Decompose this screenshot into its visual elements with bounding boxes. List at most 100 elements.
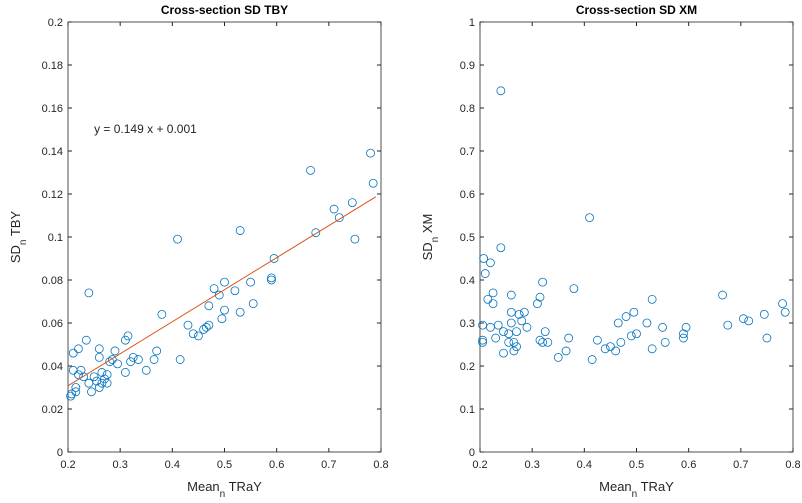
point (587, 355, 597, 364)
x-tick-label: 0.6 (681, 459, 696, 471)
y-tick-label: 0.8 (460, 103, 475, 115)
point (780, 307, 790, 317)
point (201, 322, 211, 332)
point (642, 318, 652, 328)
point (79, 372, 89, 382)
point (84, 288, 94, 298)
y-tick-label: 0.16 (42, 103, 63, 115)
point (486, 322, 495, 332)
point (329, 204, 339, 214)
point (220, 277, 229, 287)
label-main: Mean (187, 479, 220, 494)
point (204, 320, 214, 330)
fit-line (67, 196, 377, 387)
point (647, 294, 657, 304)
x-axis-label: Meann TRaY (187, 479, 262, 500)
point (514, 309, 524, 319)
point (74, 370, 83, 380)
point (611, 346, 621, 356)
point (585, 213, 594, 223)
point (506, 307, 516, 317)
point (517, 316, 527, 326)
y-axis-label: SDn TBY (8, 211, 29, 264)
point (157, 309, 167, 319)
label-sub: n (632, 489, 638, 500)
point (67, 389, 77, 399)
point (110, 346, 120, 356)
point (183, 320, 193, 330)
point (311, 228, 321, 238)
point (762, 333, 772, 343)
y-tick-label: 0.12 (42, 189, 63, 201)
y-tick-label: 1 (469, 17, 475, 29)
point (152, 346, 162, 356)
point (480, 269, 490, 278)
point (506, 318, 516, 328)
point (660, 337, 670, 347)
point (600, 344, 610, 354)
point (71, 387, 81, 397)
point (120, 368, 130, 377)
point (76, 365, 86, 375)
y-tick-label: 0.3 (460, 318, 475, 330)
x-tick-label: 0.8 (785, 459, 800, 471)
point (538, 277, 547, 287)
point (488, 288, 498, 298)
chart-title: Cross-section SD TBY (161, 3, 288, 17)
point (626, 331, 636, 341)
point (496, 86, 506, 96)
point (504, 329, 514, 339)
point (658, 322, 667, 332)
point (491, 333, 501, 343)
label-main: SD (8, 245, 23, 263)
point (107, 355, 117, 364)
point (173, 234, 182, 244)
point (334, 213, 344, 223)
point (141, 365, 151, 375)
point (499, 327, 508, 337)
x-tick-label: 0.2 (60, 459, 75, 471)
point (561, 346, 571, 356)
point (66, 391, 76, 401)
point (217, 314, 227, 324)
point (538, 337, 547, 347)
point (479, 254, 489, 263)
point (512, 327, 521, 337)
point (739, 314, 748, 324)
point (68, 365, 78, 375)
label-rest: TRaY (637, 479, 674, 494)
label-rest: TRaY (225, 479, 262, 494)
x-tick-label: 0.3 (525, 459, 540, 471)
point (94, 352, 104, 362)
point (535, 292, 545, 302)
point (102, 370, 112, 380)
point (235, 226, 245, 235)
axes-box (67, 21, 382, 453)
label-sub: n (18, 240, 29, 246)
x-tick-label: 0.2 (472, 459, 487, 471)
point (616, 337, 626, 347)
point (522, 322, 532, 332)
point (509, 337, 519, 347)
point (478, 335, 488, 345)
point (366, 148, 375, 158)
point (506, 290, 516, 300)
point (188, 329, 198, 339)
point (744, 316, 754, 326)
point (569, 284, 579, 294)
y-tick-label: 0.6 (460, 189, 475, 201)
x-tick-label: 0.4 (165, 459, 180, 471)
point (230, 286, 240, 296)
point (199, 325, 209, 334)
y-axis-label: SDn XM (420, 214, 441, 261)
point (113, 359, 122, 369)
point (488, 299, 498, 309)
x-tick-label: 0.6 (269, 459, 284, 471)
point (209, 284, 219, 294)
point (509, 346, 519, 356)
y-tick-label: 0.08 (42, 275, 63, 287)
point (246, 277, 255, 287)
point (759, 309, 769, 319)
point (681, 322, 691, 332)
